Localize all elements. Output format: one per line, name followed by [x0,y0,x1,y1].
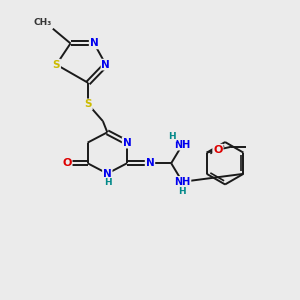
Text: N: N [123,138,131,148]
Text: H: H [178,187,186,196]
Text: H: H [104,178,112,188]
Text: NH: NH [174,140,190,150]
Text: N: N [146,158,154,168]
Text: S: S [52,60,60,70]
Text: NH: NH [174,177,190,187]
Text: H: H [168,132,176,141]
Text: N: N [101,60,110,70]
Text: S: S [84,99,92,110]
Text: CH₃: CH₃ [33,18,51,27]
Text: N: N [103,169,112,178]
Text: O: O [213,145,223,155]
Text: O: O [62,158,72,168]
Text: N: N [90,38,98,48]
